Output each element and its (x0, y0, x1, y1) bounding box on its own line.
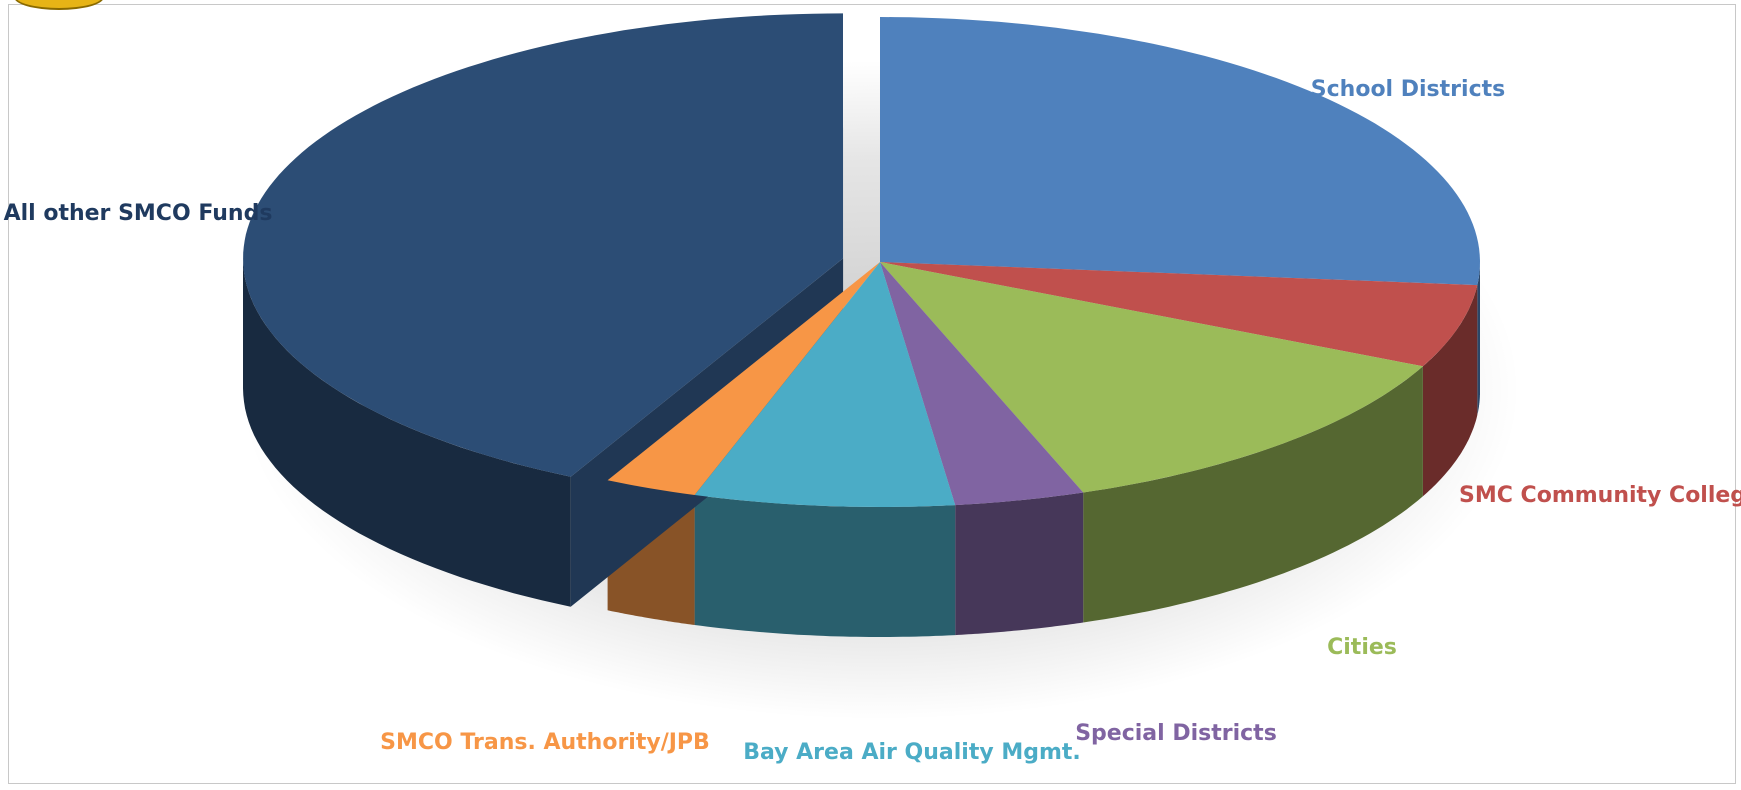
label-smc-community-college: SMC Community College (1459, 483, 1741, 508)
pie-sides (243, 13, 1480, 637)
slice-smc-community-college (880, 262, 1478, 367)
slice-side-special-districts (955, 492, 1084, 636)
slice-cities (880, 262, 1423, 493)
label-cities: Cities (1327, 635, 1397, 660)
label-bay-area-air-quality-mgmt: Bay Area Air Quality Mgmt. (743, 740, 1081, 765)
slice-side-school-districts (1477, 262, 1480, 416)
slice-side-cities (1083, 366, 1423, 623)
label-smco-trans-authority-jpb: SMCO Trans. Authority/JPB (380, 730, 710, 755)
slice-bay-area-air-quality-mgmt (694, 262, 956, 507)
slice-side-smc-community-college (1422, 285, 1478, 497)
label-school-districts: School Districts (1311, 77, 1505, 102)
label-all-other-smco-funds: All other SMCO Funds (4, 201, 273, 226)
slice-side-all-other-smco-funds (243, 258, 571, 607)
label-special-districts: Special Districts (1075, 721, 1277, 746)
pie-tops (243, 13, 1480, 507)
chart-frame (8, 4, 1736, 784)
pie-labels: School Districts SMC Community College Cit… (4, 77, 1741, 765)
slice-special-districts (880, 262, 1084, 506)
slice-school-districts (880, 17, 1480, 286)
slice-smco-trans-authority-jpb (607, 262, 880, 495)
slice-all-other-smco-funds (243, 13, 844, 477)
slice-side-bay-area-air-quality-mgmt (694, 495, 956, 637)
